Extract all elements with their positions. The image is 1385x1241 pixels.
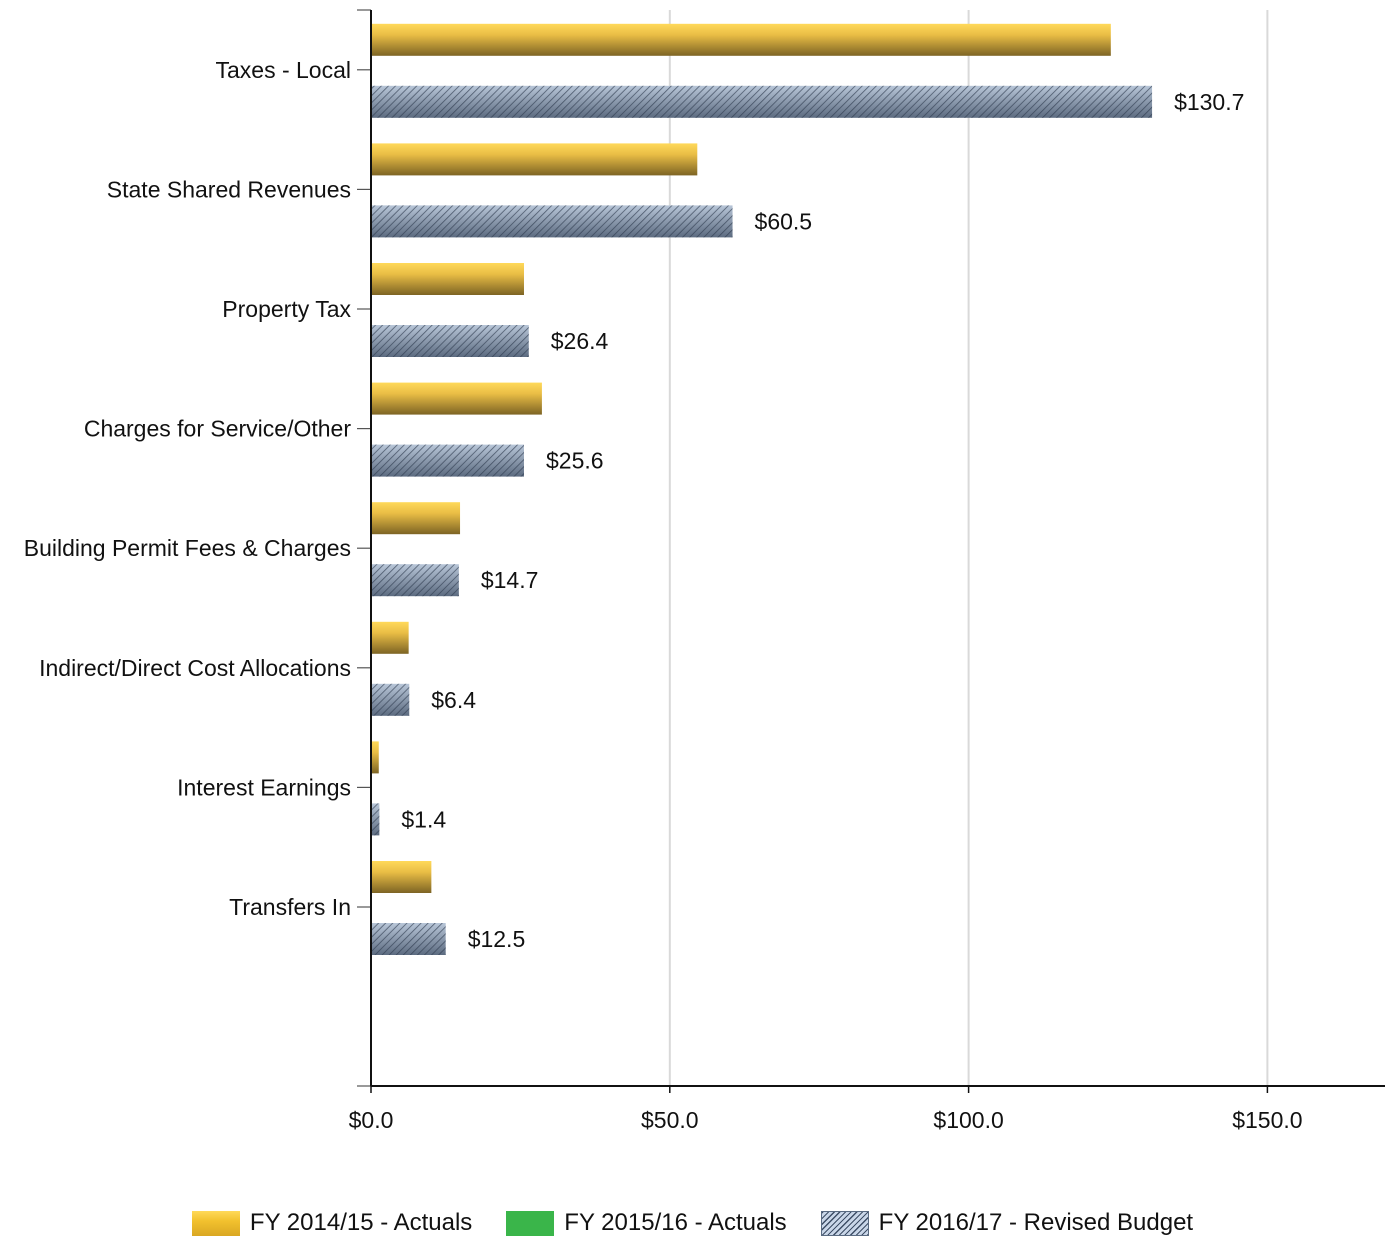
legend-swatch-fy2014 [191,1210,240,1236]
x-tick-label-1: $50.0 [641,1107,699,1133]
bar-fy2014-4 [371,502,461,535]
bar-fy2014-3 [371,382,542,415]
bar-fy2016-hatch-4 [371,564,459,597]
bar-fy2014-1 [371,143,698,176]
x-tick-label-3: $150.0 [1232,1107,1302,1133]
x-tick-label-2: $100.0 [933,1107,1003,1133]
data-label-fy2016-0: $130.7 [1174,89,1244,115]
bar-fy2014-6 [371,741,379,774]
category-label-5: Indirect/Direct Cost Allocations [39,655,351,681]
data-label-fy2016-7: $12.5 [468,926,526,952]
category-label-7: Transfers In [229,894,351,920]
data-label-fy2016-4: $14.7 [481,567,539,593]
bar-fy2016-hatch-1 [371,205,733,238]
legend-item-fy2014: FY 2014/15 - Actuals [191,1209,473,1237]
x-tick-label-0: $0.0 [349,1107,394,1133]
bar-fy2016-hatch-6 [371,803,380,836]
legend-label-fy2015: FY 2015/16 - Actuals [564,1209,787,1236]
data-label-fy2016-3: $25.6 [546,448,604,474]
data-label-fy2016-2: $26.4 [551,328,609,354]
bar-fy2014-5 [371,621,409,654]
category-label-1: State Shared Revenues [107,176,351,202]
data-label-fy2016-6: $1.4 [401,806,446,832]
category-label-6: Interest Earnings [177,774,351,800]
bar-fy2014-2 [371,263,524,295]
legend-label-fy2014: FY 2014/15 - Actuals [249,1209,473,1236]
bar-fy2014-7 [371,861,432,893]
bar-fy2014-0 [371,23,1111,56]
labels: $130.7 Taxes - Local $60.5 State Shared Rev… [24,57,1303,1133]
category-label-0: Taxes - Local [215,57,351,83]
legend-swatch-fy2016 [820,1210,869,1236]
legend-item-fy2015: FY 2015/16 - Actuals [506,1209,787,1237]
legend-label-fy2016: FY 2016/17 - Revised Budget [878,1209,1194,1236]
bar-fy2016-hatch-7 [371,923,446,955]
legend: FY 2014/15 - Actuals FY 2015/16 - Actual… [0,1205,1385,1241]
legend-item-fy2016: FY 2016/17 - Revised Budget [820,1209,1194,1237]
category-label-4: Building Permit Fees & Charges [24,535,351,561]
bar-fy2016-hatch-0 [371,85,1153,118]
data-label-fy2016-5: $6.4 [431,687,476,713]
bar-fy2016-hatch-3 [371,444,524,477]
legend-swatch-fy2015 [506,1210,555,1236]
gridlines [668,10,1269,1086]
category-label-2: Property Tax [222,296,351,322]
bar-fy2016-hatch-2 [371,325,529,357]
category-label-3: Charges for Service/Other [84,416,352,442]
data-label-fy2016-1: $60.5 [755,208,813,234]
axes [357,9,1385,1093]
bars [371,23,1153,955]
bar-fy2016-hatch-5 [371,683,410,716]
chart-canvas: $130.7 Taxes - Local $60.5 State Shared Rev… [24,9,1385,1133]
